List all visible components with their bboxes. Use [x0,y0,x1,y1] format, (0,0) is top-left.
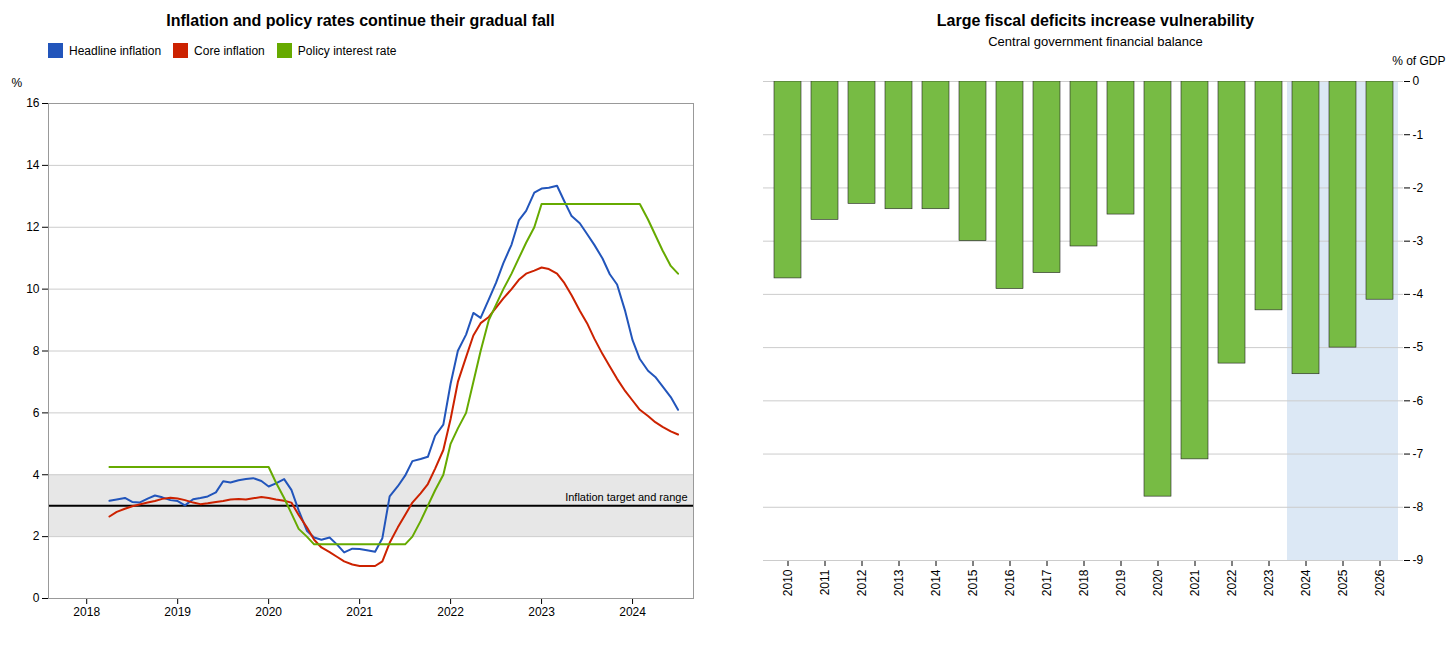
svg-text:6: 6 [33,406,40,420]
svg-text:2010: 2010 [781,569,795,596]
svg-text:2013: 2013 [892,569,906,596]
svg-text:8: 8 [33,344,40,358]
svg-text:0: 0 [1413,74,1420,88]
html-text:Headline inflation: Headline inflation [69,43,162,58]
svg-text:-1: -1 [1413,128,1424,142]
svg-text:-4: -4 [1413,287,1424,301]
svg-text:4: 4 [33,468,40,482]
svg-text:14: 14 [26,158,40,172]
html-text:Core inflation: Core inflation [194,43,265,58]
svg-text:2026: 2026 [1373,569,1387,596]
svg-text:2: 2 [33,529,40,543]
svg-text:2021: 2021 [1188,569,1202,596]
svg-text:-6: -6 [1413,394,1424,408]
svg-text:0: 0 [33,591,40,605]
svg-text:-5: -5 [1413,340,1424,354]
svg-text:2022: 2022 [1225,569,1239,596]
svg-text:2018: 2018 [73,605,100,619]
svg-text:2020: 2020 [255,605,282,619]
html-text:Central government financial b: Central government financial balance [988,34,1203,49]
svg-text:2023: 2023 [528,605,555,619]
html-text:Policy interest rate: Policy interest rate [297,43,397,58]
svg-text:2024: 2024 [1299,569,1313,596]
svg-text:2023: 2023 [1262,569,1276,596]
svg-text:2018: 2018 [1077,569,1091,596]
html-text:Inflation and policy rates con: Inflation and policy rates continue thei… [166,12,555,29]
html-text:Large fiscal deficits increase: Large fiscal deficits increase vulnerabi… [936,12,1255,29]
svg-text:2017: 2017 [1040,569,1054,596]
svg-text:12: 12 [26,220,40,234]
svg-text:2022: 2022 [437,605,464,619]
svg-text:-2: -2 [1413,181,1424,195]
svg-text:2020: 2020 [1151,569,1165,596]
svg-text:-3: -3 [1413,234,1424,248]
svg-text:16: 16 [26,96,40,110]
svg-text:10: 10 [26,282,40,296]
svg-text:-8: -8 [1413,500,1424,514]
svg-text:2024: 2024 [619,605,646,619]
svg-text:2019: 2019 [1114,569,1128,596]
svg-text:-7: -7 [1413,447,1424,461]
svg-text:2011: 2011 [818,569,832,595]
svg-text:%: % [12,76,23,90]
svg-text:2015: 2015 [966,569,980,596]
svg-text:2016: 2016 [1003,569,1017,596]
svg-text:-9: -9 [1413,553,1424,567]
svg-text:2014: 2014 [929,569,943,596]
svg-text:2012: 2012 [855,569,869,596]
svg-text:2025: 2025 [1336,569,1350,596]
svg-text:% of GDP: % of GDP [1392,54,1445,68]
svg-text:Inflation target and range: Inflation target and range [565,491,687,503]
svg-text:2021: 2021 [346,605,373,619]
svg-text:2019: 2019 [164,605,191,619]
